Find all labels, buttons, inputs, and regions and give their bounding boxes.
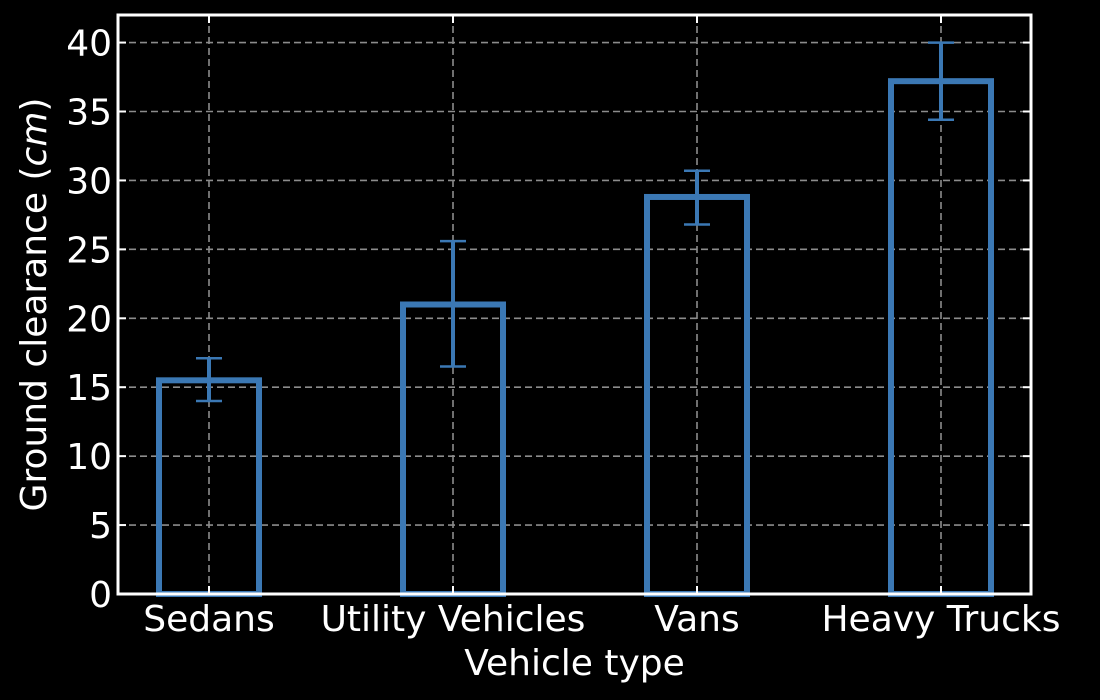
y-axis-label-text: Ground clearance ( <box>14 166 55 511</box>
y-tick-label: 5 <box>89 506 112 547</box>
y-axis-label-unit: cm <box>14 112 55 167</box>
y-tick-label: 20 <box>66 299 112 340</box>
bars <box>156 78 994 598</box>
grid <box>118 15 1031 594</box>
y-tick-label: 40 <box>66 24 112 65</box>
y-axis-label-close: ) <box>14 98 55 112</box>
x-tick-label: Heavy Trucks <box>821 599 1060 640</box>
y-tick-label: 35 <box>66 93 112 134</box>
y-tick-label: 25 <box>66 230 112 271</box>
y-tick-label: 0 <box>89 575 112 616</box>
x-tick-label: Vans <box>654 599 739 640</box>
y-axis-label: Ground clearance (cm) <box>14 98 55 512</box>
error-bars <box>196 41 954 403</box>
x-axis-label: Vehicle type <box>464 643 685 684</box>
x-tick-label: Utility Vehicles <box>321 599 586 640</box>
x-tick-label: Sedans <box>143 599 274 640</box>
y-tick-label: 30 <box>66 161 112 202</box>
tick-labels: 0 5 10 15 20 25 30 35 40 Sedans Utility Vehicles Va… <box>66 24 1060 640</box>
y-tick-label: 15 <box>66 368 112 409</box>
axis-ticks <box>118 15 1031 595</box>
plot-frame <box>116 13 1033 596</box>
y-tick-label: 10 <box>66 437 112 478</box>
